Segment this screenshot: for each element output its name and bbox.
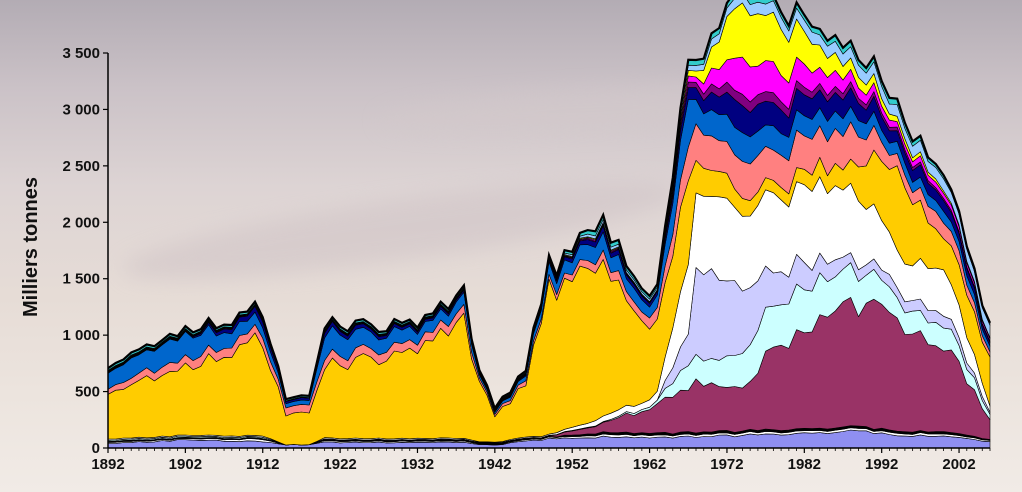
y-tick-label: 3 000 — [62, 101, 100, 118]
y-tick-label: 0 — [92, 440, 100, 457]
x-tick-label: 1922 — [323, 456, 356, 473]
y-tick-label: 1 500 — [62, 271, 100, 288]
x-tick-label: 1992 — [865, 456, 898, 473]
area-series-group — [107, 0, 992, 449]
stack-top-outline — [107, 0, 992, 411]
x-tick-label: 1902 — [169, 456, 202, 473]
x-tick-label: 1942 — [478, 456, 511, 473]
y-tick-label: 500 — [75, 384, 100, 401]
axes-group: 0 500 1 000 1 500 2 000 2 500 3 000 3 500 1892 19… — [62, 45, 991, 473]
y-tick-label: 2 500 — [62, 158, 100, 175]
x-tick-label: 1912 — [246, 456, 279, 473]
y-tick-label: 1 000 — [62, 327, 100, 344]
y-tick-label: 3 500 — [62, 45, 100, 62]
x-tick-label: 1972 — [710, 456, 743, 473]
x-tick-label: 2002 — [942, 456, 975, 473]
y-tick-label: 2 000 — [62, 214, 100, 231]
x-tick-label: 1952 — [556, 456, 589, 473]
x-tick-label: 1982 — [788, 456, 821, 473]
x-tick-label: 1892 — [91, 456, 124, 473]
x-tick-label: 1962 — [633, 456, 666, 473]
x-tick-label: 1932 — [401, 456, 434, 473]
